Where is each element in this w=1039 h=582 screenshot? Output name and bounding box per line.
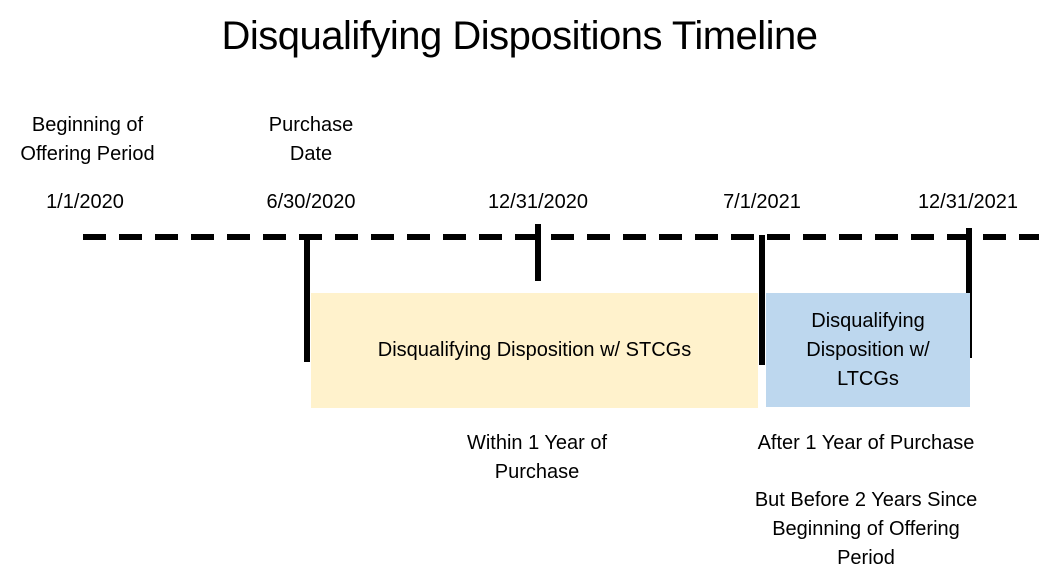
ltcg-disposition-span: Disqualifying Disposition w/ LTCGs: [766, 293, 970, 407]
milestone-date-6-30-2020: 6/30/2020: [266, 191, 356, 213]
annotation-after-1-year: After 1 Year of Purchase: [757, 432, 975, 454]
stcg-disposition-label: Disqualifying Disposition w/ STCGs: [377, 339, 692, 361]
tick-purchase-date: [304, 236, 310, 362]
timeline-axis-dashed-line: [83, 234, 1039, 240]
milestone-date-12-31-2021: 12/31/2021: [917, 191, 1019, 213]
tick-7-1-2021: [759, 235, 765, 365]
tick-12-31-2020: [535, 224, 541, 281]
milestone-label-purchase-date: Purchase Date: [268, 114, 354, 165]
milestone-date-1-1-2020: 1/1/2020: [46, 191, 124, 213]
annotation-before-2-years: But Before 2 Years Since Beginning of Of…: [754, 489, 978, 569]
milestone-date-12-31-2020: 12/31/2020: [487, 191, 589, 213]
ltcg-disposition-label: Disqualifying Disposition w/ LTCGs: [806, 309, 930, 390]
milestone-label-beginning-of-offering-period: Beginning of Offering Period: [20, 114, 155, 165]
stcg-disposition-span: Disqualifying Disposition w/ STCGs: [311, 293, 758, 408]
annotation-within-1-year: Within 1 Year of Purchase: [466, 432, 608, 483]
page-title: Disqualifying Dispositions Timeline: [221, 14, 818, 58]
milestone-date-7-1-2021: 7/1/2021: [723, 191, 801, 213]
